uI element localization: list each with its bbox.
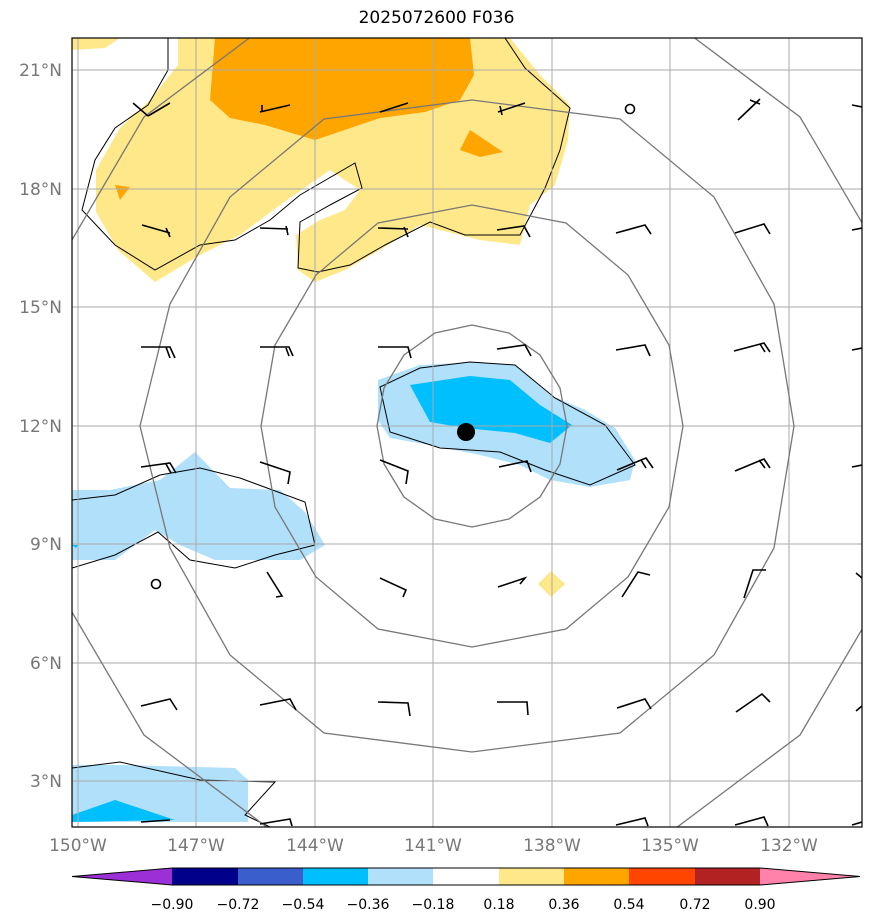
colorbar-labels: −0.90 −0.72 −0.54 −0.36 −0.18 0.18 0.36 …: [151, 897, 776, 913]
wind-barb: [496, 344, 532, 357]
wind-barb: [851, 821, 862, 826]
lon-label: 138°W: [523, 836, 581, 856]
map-frame: [71, 37, 863, 828]
wind-barb: [259, 698, 297, 711]
wind-barb: [734, 816, 769, 827]
wind-barb: [855, 572, 862, 579]
colorbar-segment: [238, 868, 303, 885]
colorbar-segment: [303, 868, 368, 885]
wind-barb: [498, 460, 532, 473]
gridlines: [72, 38, 862, 827]
wind-barb: [851, 104, 862, 108]
colorbar: [71, 867, 861, 886]
wind-barb: [259, 104, 291, 113]
wind-barb: [855, 705, 862, 712]
calm-wind-marker: [624, 103, 636, 115]
wind-barb: [497, 701, 529, 716]
wind-barb: [621, 571, 651, 598]
wind-barb: [851, 464, 862, 468]
wind-barb: [735, 692, 771, 713]
wind-barb: [379, 459, 409, 485]
wind-barb: [615, 344, 651, 357]
latitude-labels: 21°N 18°N 15°N 12°N 9°N 6°N 3°N: [19, 61, 62, 792]
colorbar-segment: [564, 868, 629, 885]
lat-label: 15°N: [19, 298, 62, 318]
wind-barb: [734, 223, 771, 235]
wind-barb: [616, 698, 652, 710]
colorbar-segment: [629, 868, 695, 885]
wind-barb: [377, 226, 409, 238]
wind-barb: [497, 102, 526, 116]
wind-barb: [497, 576, 528, 588]
wind-barb: [851, 227, 862, 231]
colorbar-tick-label: −0.72: [217, 897, 260, 913]
lon-label: 135°W: [641, 836, 699, 856]
colorbar-tick-label: 0.54: [613, 897, 644, 913]
range-rings: [72, 38, 862, 827]
wind-barb: [378, 346, 412, 359]
wind-barb: [141, 224, 171, 238]
lon-label: 144°W: [286, 836, 344, 856]
wind-barb: [259, 818, 293, 827]
storm-center-marker: [457, 423, 475, 441]
positive-strong-anomaly-region: [115, 38, 503, 200]
range-ring-3deg: [376, 324, 568, 528]
wind-barb: [734, 458, 771, 472]
range-ring-12deg: [72, 38, 862, 827]
wind-barb: [140, 819, 171, 823]
wind-barb: [132, 102, 171, 117]
lat-label: 12°N: [19, 417, 62, 437]
colorbar-tick-label: −0.18: [412, 897, 455, 913]
wind-barb: [737, 98, 761, 121]
colorbar-tick-label: 0.18: [483, 897, 514, 913]
longitude-labels: 150°W 147°W 144°W 141°W 138°W 135°W 132°…: [49, 836, 818, 856]
wind-barb: [379, 577, 408, 598]
lat-label: 6°N: [30, 654, 62, 674]
wind-barb: [616, 457, 654, 471]
wind-barb: [851, 347, 862, 351]
wind-barbs: [132, 98, 862, 827]
wind-barb: [140, 462, 177, 474]
wind-barb: [496, 225, 531, 238]
lon-label: 132°W: [760, 836, 818, 856]
map-title: 2025072600 F036: [358, 8, 515, 28]
colorbar-segment: [695, 868, 760, 885]
lat-label: 3°N: [30, 772, 62, 792]
colorbar-tick-label: 0.72: [679, 897, 710, 913]
wind-barb: [615, 817, 649, 827]
colorbar-segment: [760, 868, 860, 885]
lat-label: 9°N: [30, 535, 62, 555]
wind-barb: [377, 701, 411, 717]
colorbar-segment: [72, 868, 172, 885]
wind-barb: [733, 342, 771, 353]
wind-barb: [615, 224, 652, 235]
wind-barb: [266, 571, 284, 598]
lon-label: 150°W: [49, 836, 107, 856]
wind-barb: [260, 346, 294, 357]
range-ring-9deg: [139, 99, 795, 753]
wind-barb: [259, 461, 291, 485]
lon-label: 147°W: [167, 836, 225, 856]
wind-barb: [140, 698, 178, 711]
range-ring-6deg: [260, 204, 684, 648]
colorbar-segment: [368, 868, 433, 885]
colorbar-outline: [71, 867, 861, 886]
lat-label: 21°N: [19, 61, 62, 81]
colorbar-tick-label: 0.90: [744, 897, 775, 913]
colorbar-segment: [433, 868, 499, 885]
lon-label: 141°W: [404, 836, 462, 856]
colorbar-tick-label: −0.90: [151, 897, 194, 913]
colorbar-tick-label: 0.36: [548, 897, 579, 913]
lat-label: 18°N: [19, 180, 62, 200]
wind-barb: [379, 102, 409, 113]
wind-barb: [259, 225, 289, 236]
colorbar-tick-label: −0.54: [282, 897, 325, 913]
colorbar-segment: [172, 868, 238, 885]
wind-barb: [141, 346, 176, 359]
colorbar-tick-label: −0.36: [347, 897, 390, 913]
calm-wind-marker: [150, 578, 162, 590]
colorbar-segment: [499, 868, 564, 885]
wind-barb: [743, 569, 766, 599]
